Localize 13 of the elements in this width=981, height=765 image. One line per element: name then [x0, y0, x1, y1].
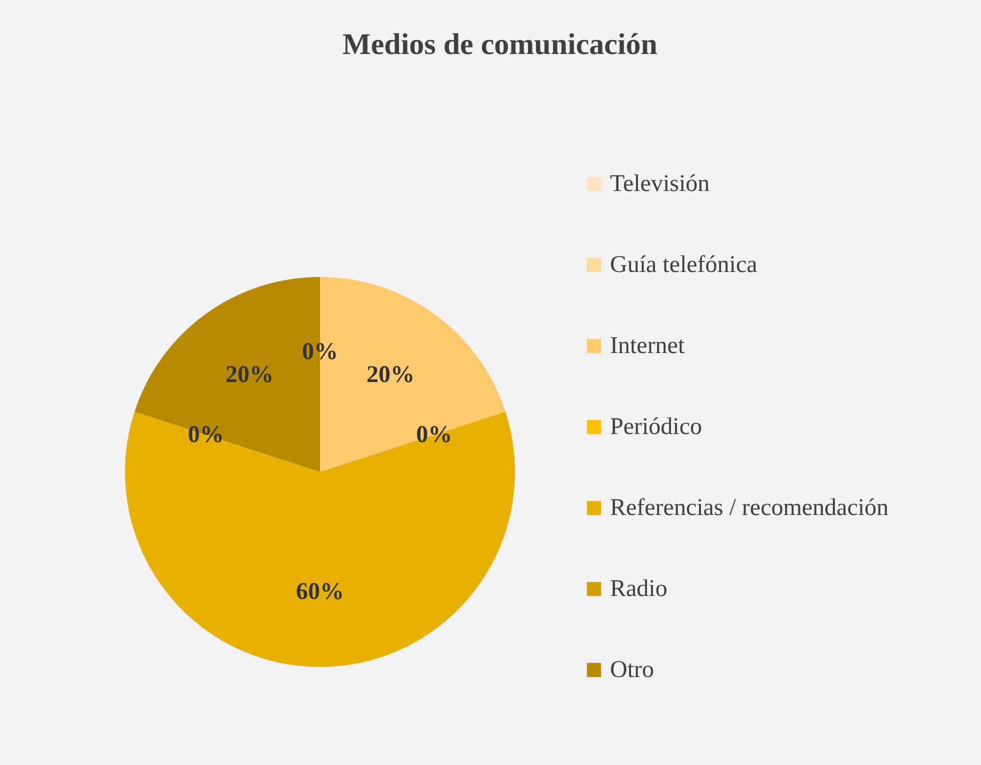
data-label: 20% [366, 362, 415, 388]
legend-label: Internet [610, 333, 685, 359]
legend-label: Otro [610, 657, 654, 683]
data-label: 20% [225, 362, 274, 388]
legend-label: Radio [610, 576, 668, 602]
legend-label: Televisión [610, 171, 710, 197]
legend-label: Guía telefónica [610, 252, 758, 278]
legend-label: Periódico [610, 414, 702, 440]
text: 0% [188, 422, 224, 448]
pie-slice [125, 412, 515, 667]
legend-label: Referencias / recomendación [610, 495, 889, 521]
data-label: 60% [296, 579, 344, 605]
chart-title: Medios de comunicación [342, 28, 658, 61]
